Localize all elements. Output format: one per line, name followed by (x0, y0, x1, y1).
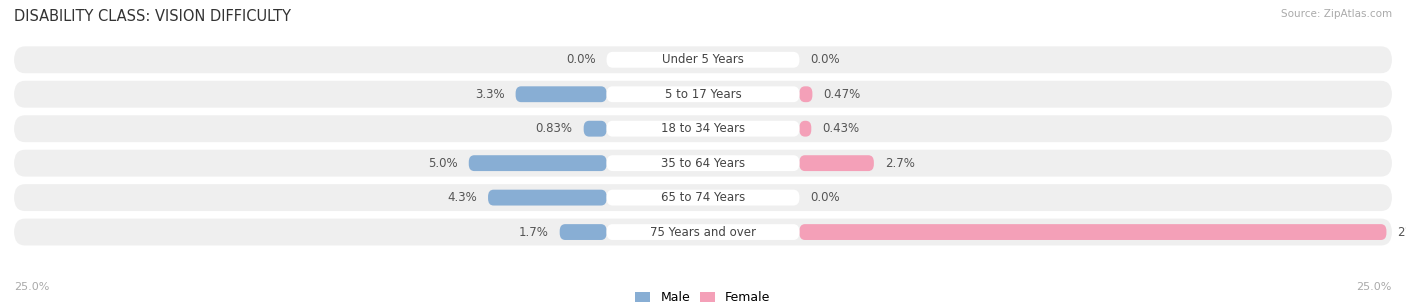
Text: Source: ZipAtlas.com: Source: ZipAtlas.com (1281, 9, 1392, 19)
FancyBboxPatch shape (14, 46, 1392, 73)
Text: 3.3%: 3.3% (475, 88, 505, 101)
Text: 75 Years and over: 75 Years and over (650, 226, 756, 239)
Text: 0.43%: 0.43% (823, 122, 859, 135)
FancyBboxPatch shape (606, 190, 800, 206)
Text: 0.0%: 0.0% (810, 53, 841, 66)
Text: 5.0%: 5.0% (427, 157, 458, 170)
FancyBboxPatch shape (14, 115, 1392, 142)
FancyBboxPatch shape (14, 184, 1392, 211)
Text: 1.7%: 1.7% (519, 226, 548, 239)
Text: 65 to 74 Years: 65 to 74 Years (661, 191, 745, 204)
FancyBboxPatch shape (468, 155, 606, 171)
FancyBboxPatch shape (606, 86, 800, 102)
FancyBboxPatch shape (800, 224, 1386, 240)
FancyBboxPatch shape (488, 190, 606, 206)
FancyBboxPatch shape (606, 121, 800, 136)
FancyBboxPatch shape (606, 224, 800, 240)
Text: 25.0%: 25.0% (14, 282, 49, 292)
Text: 2.7%: 2.7% (884, 157, 915, 170)
FancyBboxPatch shape (560, 224, 606, 240)
Text: 5 to 17 Years: 5 to 17 Years (665, 88, 741, 101)
Text: Under 5 Years: Under 5 Years (662, 53, 744, 66)
FancyBboxPatch shape (516, 86, 606, 102)
FancyBboxPatch shape (606, 155, 800, 171)
Text: 4.3%: 4.3% (447, 191, 477, 204)
FancyBboxPatch shape (800, 86, 813, 102)
FancyBboxPatch shape (583, 121, 606, 136)
Text: 35 to 64 Years: 35 to 64 Years (661, 157, 745, 170)
FancyBboxPatch shape (14, 150, 1392, 177)
Text: 0.83%: 0.83% (536, 122, 572, 135)
Text: DISABILITY CLASS: VISION DIFFICULTY: DISABILITY CLASS: VISION DIFFICULTY (14, 9, 291, 24)
Text: 0.0%: 0.0% (810, 191, 841, 204)
Text: 21.3%: 21.3% (1398, 226, 1406, 239)
FancyBboxPatch shape (800, 121, 811, 136)
Text: 18 to 34 Years: 18 to 34 Years (661, 122, 745, 135)
FancyBboxPatch shape (800, 155, 875, 171)
Text: 0.0%: 0.0% (565, 53, 596, 66)
FancyBboxPatch shape (14, 219, 1392, 246)
Legend: Male, Female: Male, Female (630, 286, 776, 304)
Text: 0.47%: 0.47% (824, 88, 860, 101)
FancyBboxPatch shape (14, 81, 1392, 108)
FancyBboxPatch shape (606, 52, 800, 68)
Text: 25.0%: 25.0% (1357, 282, 1392, 292)
